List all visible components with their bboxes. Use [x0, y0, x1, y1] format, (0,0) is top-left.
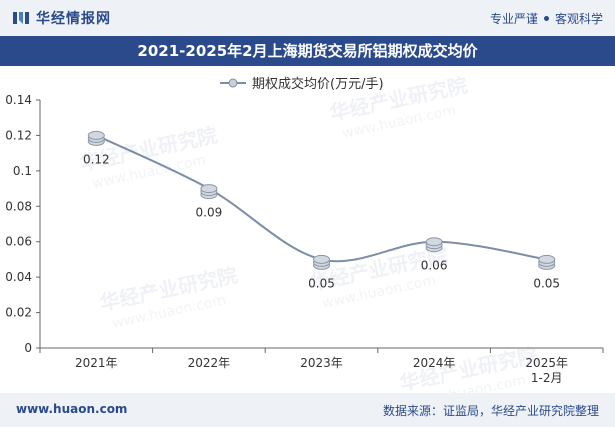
y-tick-label: 0.12 [5, 128, 32, 142]
brand-logo-icon [13, 12, 29, 24]
top-banner: 华经情报网 专业严谨 客观科学 [0, 0, 615, 36]
y-tick-label: 0.04 [5, 270, 32, 284]
y-axis: 0 0.02 0.04 0.06 0.08 0.1 0.12 0.14 [5, 93, 41, 355]
footer: www.huaon.com 数据来源：证监局，华经产业研究院整理 [0, 393, 615, 427]
x-tick-label: 2023年 [300, 356, 343, 370]
slogan-right: 客观科学 [554, 12, 603, 26]
x-tick-label: 1-2月 [531, 371, 563, 385]
legend: 期权成交均价(万元/手) [220, 76, 384, 92]
data-point-marker [538, 254, 556, 270]
brand-name: 华经情报网 [36, 11, 111, 27]
data-label: 0.09 [196, 206, 223, 220]
data-point-marker [87, 130, 105, 146]
legend-label: 期权成交均价(万元/手) [252, 76, 384, 92]
bullet-dot-icon [543, 16, 549, 21]
legend-marker-icon [228, 78, 238, 88]
slogan-left: 专业严谨 [489, 12, 538, 26]
data-point-marker [313, 254, 330, 270]
marker-layer [87, 130, 556, 270]
brand: 华经情报网 [12, 8, 111, 28]
data-label: 0.12 [83, 152, 110, 166]
x-tick-label: 2021年 [75, 356, 118, 370]
chart-title: 2021-2025年2月上海期货交易所铝期权成交均价 [0, 36, 615, 66]
coin-icon [313, 254, 330, 264]
x-tick-label: 2024年 [413, 356, 456, 370]
footer-website: www.huaon.com [16, 402, 128, 416]
data-label-layer: 0.12 0.09 0.05 0.06 0.05 [83, 152, 560, 290]
y-tick-label: 0.1 [13, 164, 32, 178]
footer-source: 数据来源：证监局，华经产业研究院整理 [382, 404, 599, 418]
data-label: 0.05 [533, 276, 560, 290]
slogan: 专业严谨 客观科学 [490, 10, 603, 27]
y-tick-label: 0.02 [5, 306, 32, 320]
y-tick-label: 0.14 [5, 93, 32, 107]
data-point-marker [200, 184, 218, 200]
coin-icon [200, 184, 218, 194]
y-tick-label: 0.08 [5, 199, 32, 213]
y-tick-label: 0.06 [5, 235, 32, 249]
coin-icon [425, 237, 443, 247]
x-tick-label: 2022年 [188, 356, 231, 370]
data-label: 0.05 [308, 276, 335, 290]
coin-icon [87, 130, 105, 140]
line-chart: 华经产业研究院www.huaon.com华经产业研究院www.huaon.com… [5, 73, 604, 393]
data-label: 0.06 [421, 259, 448, 273]
data-point-marker [425, 237, 443, 253]
x-tick-label: 2025年 [525, 356, 568, 370]
coin-icon [538, 254, 556, 264]
watermark-layer: 华经产业研究院www.huaon.com华经产业研究院www.huaon.com… [78, 73, 540, 393]
y-tick-label: 0 [24, 341, 32, 355]
